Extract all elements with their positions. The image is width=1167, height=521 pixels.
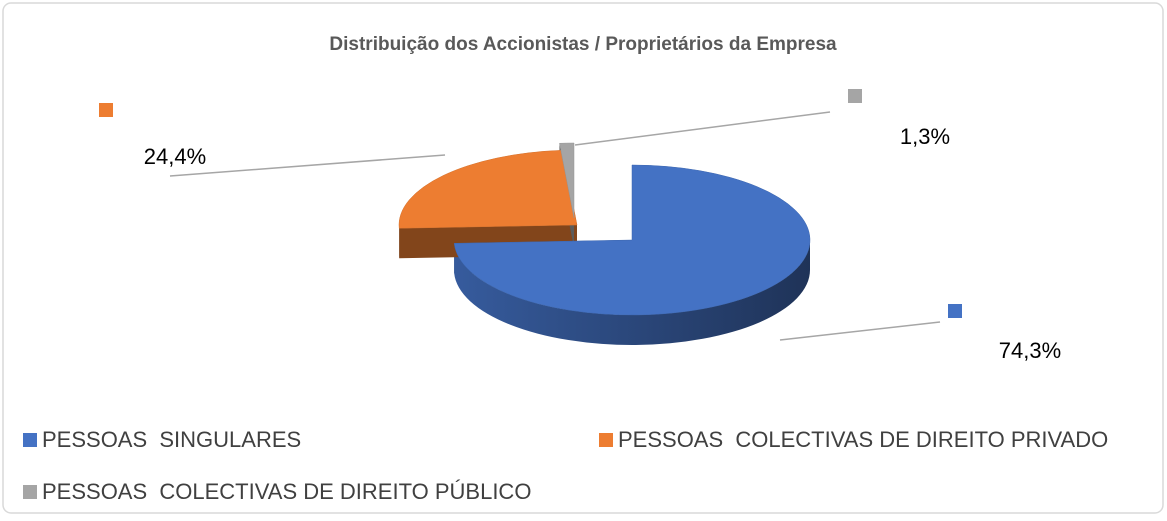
legend-swatch (23, 433, 37, 447)
data-label: 1,3% (900, 124, 950, 149)
label-marker (848, 89, 862, 103)
label-marker (99, 103, 113, 117)
legend-swatch (23, 485, 37, 499)
data-label: 74,3% (999, 338, 1061, 363)
legend-swatch (599, 433, 613, 447)
chart-title: Distribuição dos Accionistas / Proprietá… (329, 34, 837, 55)
label-marker (948, 304, 962, 318)
legend-label: PESSOAS SINGULARES (42, 427, 301, 452)
legend-label: PESSOAS COLECTIVAS DE DIREITO PRIVADO (618, 427, 1108, 452)
data-label: 24,4% (144, 144, 206, 169)
legend-label: PESSOAS COLECTIVAS DE DIREITO PÚBLICO (42, 479, 531, 504)
